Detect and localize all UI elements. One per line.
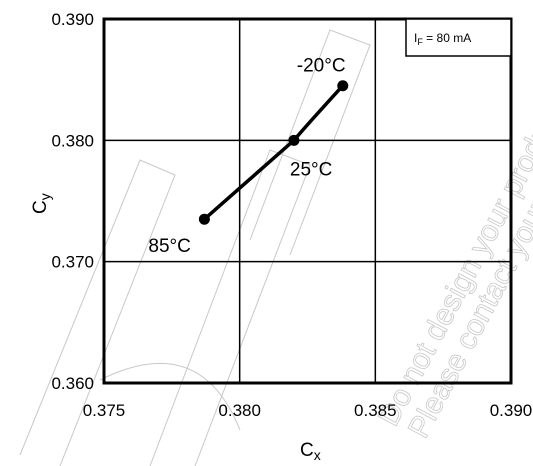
x-tick-label: 0.375 [83,401,126,420]
watermark-shape-3 [249,29,371,256]
series-line [202,83,345,221]
y-axis-label-sub: y [37,193,53,200]
y-tick-labels: 0.390 0.380 0.370 0.360 [51,10,94,393]
point-label: -20°C [297,56,346,77]
data-point [288,134,300,146]
legend-text: IF = 80 mA [414,31,471,47]
legend-rest: = 80 mA [423,31,471,45]
watermark-shape-2 [149,149,311,466]
x-axis-label-sub: x [314,447,321,463]
watermark-shape-1 [19,159,176,466]
legend-frame [405,18,512,57]
y-tick-label: 0.360 [51,374,94,393]
x-axis-label: Cx [300,440,321,463]
watermark-shape-4 [99,362,241,431]
legend-main: I [414,31,417,45]
y-tick-label: 0.390 [51,10,94,29]
y-tick-label: 0.380 [51,131,94,150]
x-axis-label-main: C [300,440,314,461]
plot-frame [102,17,513,385]
legend-sub: F [417,37,423,47]
series-group: 85°C 25°C -20°C [148,56,349,257]
x-tick-label: 0.385 [354,401,397,420]
point-label: 85°C [148,236,190,257]
data-point [198,213,210,225]
grid-lines [104,19,511,383]
y-axis-label: Cy [30,193,53,214]
x-tick-labels: 0.375 0.380 0.385 0.390 [83,401,533,420]
y-axis-label-main: C [30,200,51,214]
legend-box: IF = 80 mA [405,18,512,57]
x-tick-label: 0.380 [218,401,261,420]
data-point [337,80,349,92]
x-tick-label: 0.390 [490,401,533,420]
y-tick-label: 0.370 [51,253,94,272]
point-label: 25°C [290,159,332,180]
